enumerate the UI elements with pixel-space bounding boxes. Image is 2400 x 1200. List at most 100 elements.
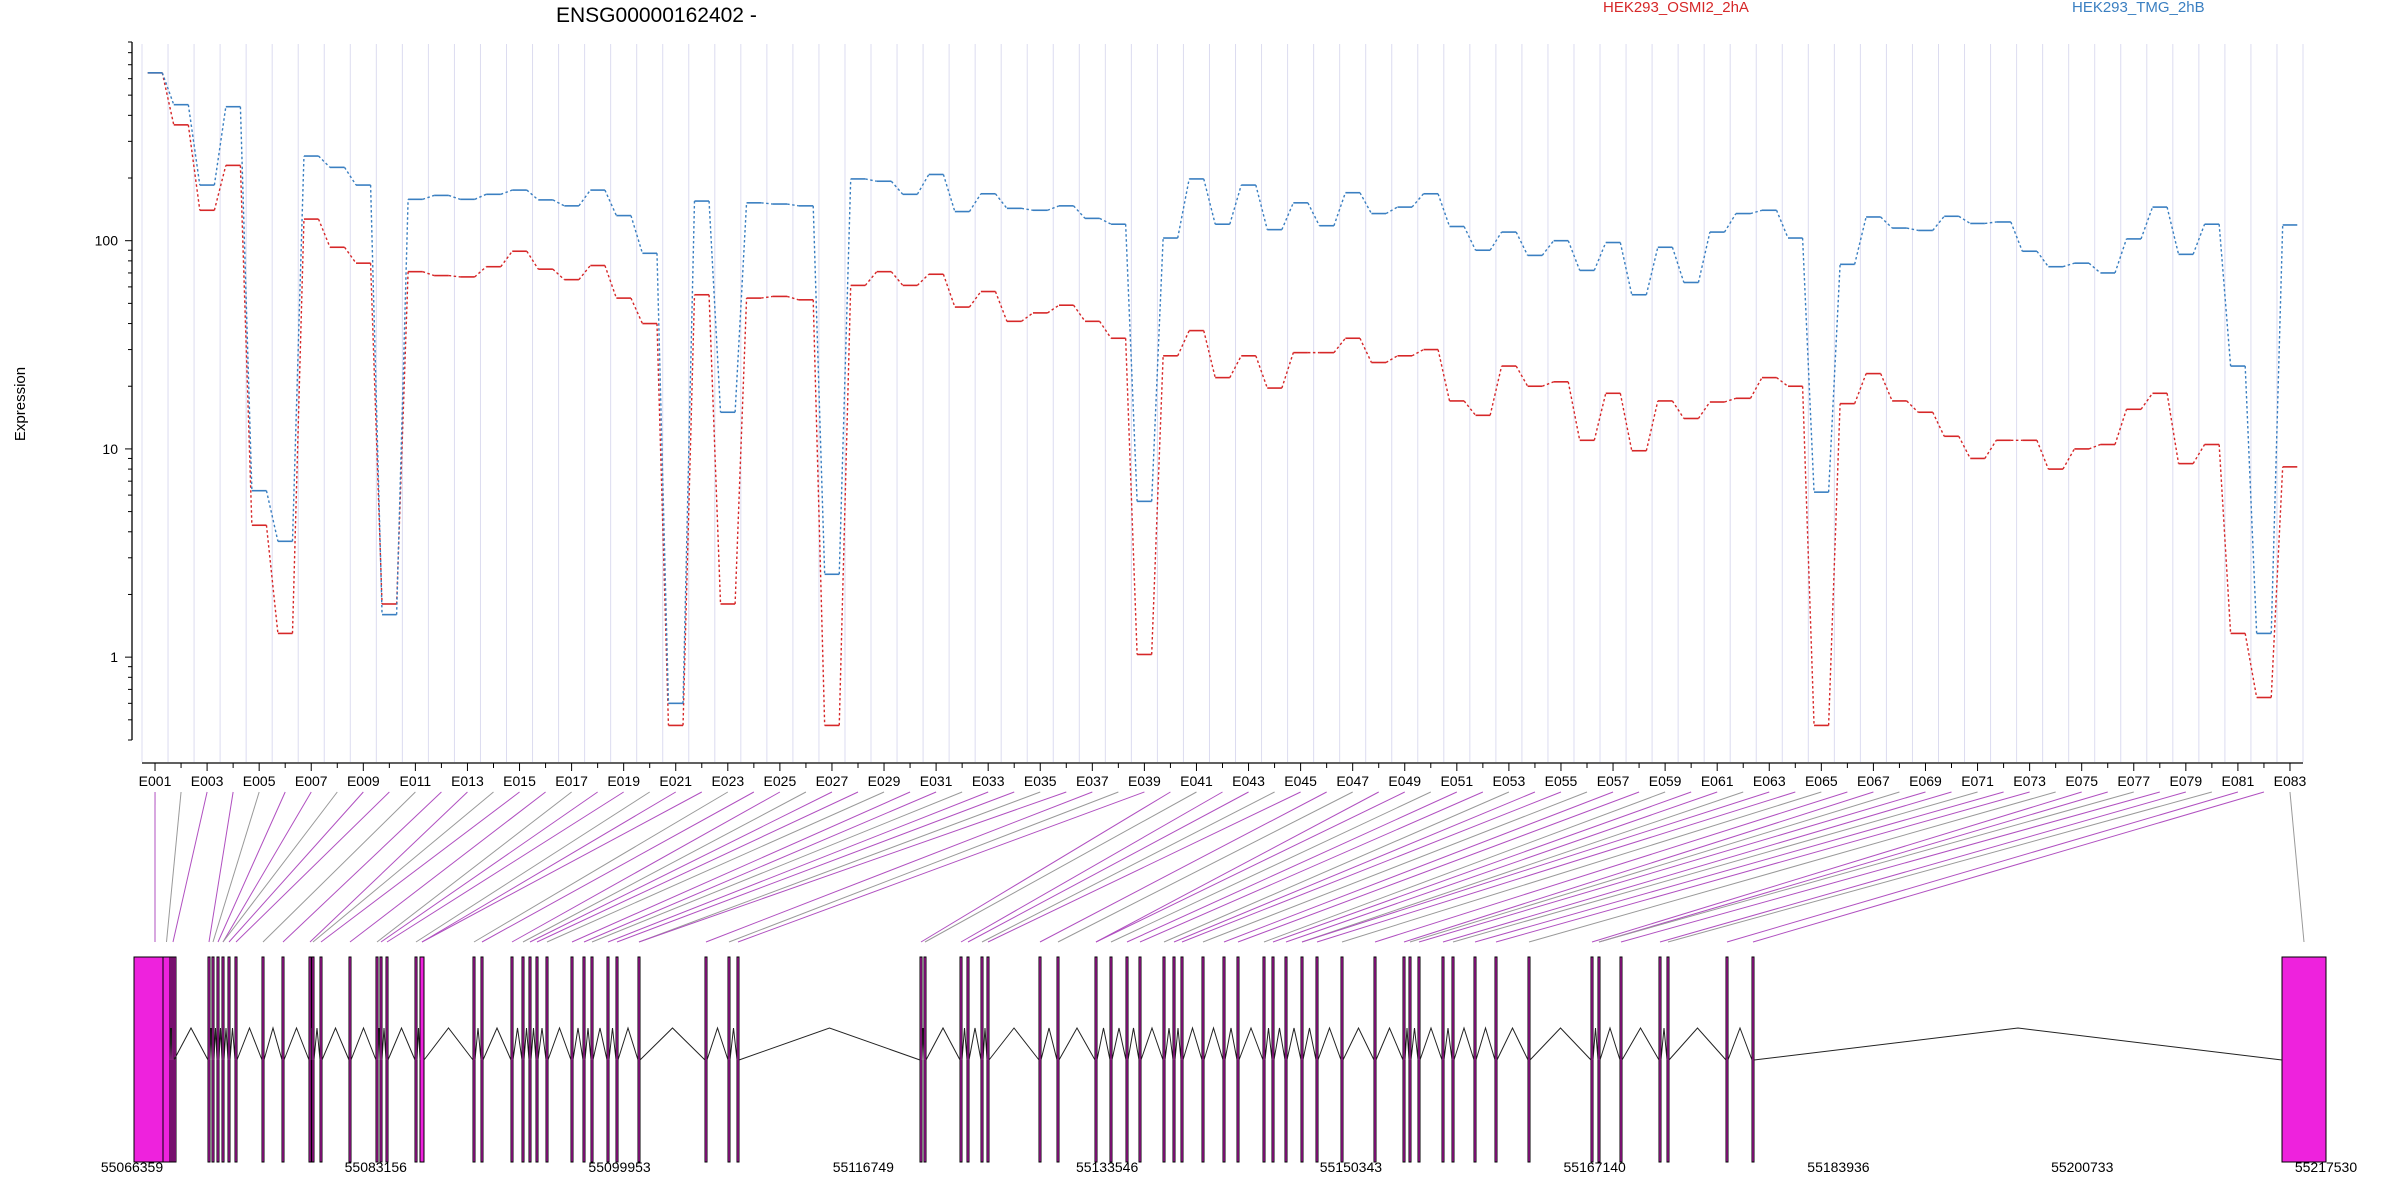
series-connector bbox=[1359, 337, 1373, 363]
intron-line bbox=[283, 1026, 310, 1061]
intron-line bbox=[169, 1027, 173, 1061]
series-connector bbox=[1047, 205, 1060, 211]
x-tick-label: E077 bbox=[2117, 773, 2150, 789]
x-tick-label: E031 bbox=[920, 773, 953, 789]
series-connector bbox=[2114, 238, 2128, 274]
intron-line bbox=[530, 1027, 537, 1061]
gene-model-track bbox=[133, 956, 2327, 1163]
intron-line bbox=[1317, 1026, 1342, 1061]
intron-line bbox=[1238, 1026, 1264, 1061]
intron-line bbox=[1727, 1026, 1753, 1061]
series-connector bbox=[1801, 237, 1815, 493]
series-connector bbox=[1749, 377, 1763, 399]
intron-line bbox=[1668, 1027, 1727, 1061]
exon-connector-E005 bbox=[212, 791, 260, 943]
intron-line bbox=[1203, 1026, 1224, 1061]
exon-connector-E033 bbox=[607, 791, 989, 943]
intron-line bbox=[1660, 1027, 1668, 1061]
series-connector bbox=[761, 295, 773, 299]
series-connector bbox=[474, 193, 487, 200]
series-connector bbox=[1021, 312, 1034, 322]
exon-connector-E082 bbox=[1752, 791, 2265, 943]
exon-connector-E052 bbox=[1139, 791, 1484, 943]
intron-line bbox=[1273, 1027, 1286, 1061]
exon-connector-E008 bbox=[222, 791, 338, 943]
intron-line bbox=[961, 1027, 968, 1061]
series-connector bbox=[1645, 400, 1659, 451]
coordinate-label: 55183936 bbox=[1807, 1159, 1870, 1175]
exon-connector-E006 bbox=[217, 791, 286, 943]
exon-connector-E003 bbox=[172, 791, 208, 943]
x-tick-label: E017 bbox=[555, 773, 588, 789]
intron-line bbox=[313, 1027, 321, 1061]
exon-connector-E068 bbox=[1409, 791, 1900, 943]
coordinate-label: 55150343 bbox=[1320, 1159, 1383, 1175]
intron-line bbox=[1621, 1027, 1660, 1061]
series-connector bbox=[1333, 337, 1346, 354]
series-connector bbox=[500, 250, 513, 268]
intron-line bbox=[1174, 1027, 1182, 1061]
intron-line bbox=[537, 1027, 547, 1061]
x-tick-label: E075 bbox=[2065, 773, 2098, 789]
series-connector bbox=[1203, 330, 1216, 378]
series-connector bbox=[1724, 397, 1737, 403]
series-connector bbox=[1177, 178, 1190, 239]
intron-line bbox=[584, 1027, 592, 1061]
legend-entry-osmi: HEK293_OSMI2_2hA bbox=[1603, 0, 1749, 16]
x-tick-label: E033 bbox=[972, 773, 1005, 789]
series-connector bbox=[265, 525, 279, 634]
intron-line bbox=[1127, 1027, 1140, 1061]
x-tick-label: E043 bbox=[1232, 773, 1265, 789]
series-connector bbox=[1359, 192, 1373, 214]
series-connector bbox=[708, 201, 722, 413]
exon-connector-E059 bbox=[1263, 791, 1666, 943]
series-connector bbox=[916, 174, 930, 195]
intron-line bbox=[482, 1026, 512, 1061]
intron-line bbox=[729, 1027, 738, 1061]
intron-line bbox=[1475, 1026, 1496, 1061]
series-connector bbox=[1697, 401, 1711, 419]
series-connector bbox=[2270, 466, 2284, 698]
x-tick-label: E057 bbox=[1597, 773, 1630, 789]
intron-line bbox=[1224, 1027, 1238, 1061]
exon-connector-E056 bbox=[1202, 791, 1588, 943]
series-connector bbox=[838, 285, 852, 726]
series-connector bbox=[1489, 231, 1503, 251]
series-connector bbox=[343, 246, 357, 264]
intron-line bbox=[1443, 1027, 1453, 1061]
series-connector bbox=[1333, 192, 1347, 226]
exon-connector-E057 bbox=[1223, 791, 1614, 943]
series-connector bbox=[2062, 262, 2075, 268]
intron-line bbox=[1753, 1027, 2283, 1061]
exon-connector-E027 bbox=[529, 791, 833, 943]
series-connector bbox=[682, 294, 696, 726]
x-tick-label: E055 bbox=[1545, 773, 1578, 789]
series-connector bbox=[1021, 207, 1034, 211]
exon-connector-E010 bbox=[235, 791, 390, 943]
intron-line bbox=[310, 1027, 313, 1061]
series-lines bbox=[147, 72, 2298, 727]
series-connector bbox=[1697, 231, 1711, 283]
intron-line bbox=[639, 1027, 706, 1061]
y-tick-label: 1 bbox=[110, 649, 118, 665]
x-tick-label: E059 bbox=[1649, 773, 1682, 789]
series-connector bbox=[2140, 392, 2154, 410]
series-connector bbox=[1047, 304, 1060, 314]
series-connector bbox=[239, 165, 253, 526]
x-axis-ticks: E001 E003 E005 E007 E009 E011 E013 E015 E017 E019… bbox=[139, 763, 2307, 789]
series-connector bbox=[1385, 206, 1398, 215]
series-connector bbox=[448, 274, 461, 278]
exon-connector-E041 bbox=[924, 791, 1197, 943]
intron-line bbox=[921, 1027, 925, 1061]
exon-gridlines bbox=[141, 44, 2304, 762]
x-tick-label: E019 bbox=[607, 773, 640, 789]
series-connector bbox=[239, 106, 253, 491]
exon-connector-E058 bbox=[1237, 791, 1640, 943]
series-connector bbox=[2270, 224, 2284, 634]
intron-line bbox=[1599, 1026, 1621, 1061]
intron-line bbox=[223, 1027, 229, 1061]
series-connector bbox=[578, 189, 591, 207]
exon-connector-E028 bbox=[536, 791, 859, 943]
intron-line bbox=[706, 1026, 729, 1061]
exon-connector-E044 bbox=[981, 791, 1275, 943]
